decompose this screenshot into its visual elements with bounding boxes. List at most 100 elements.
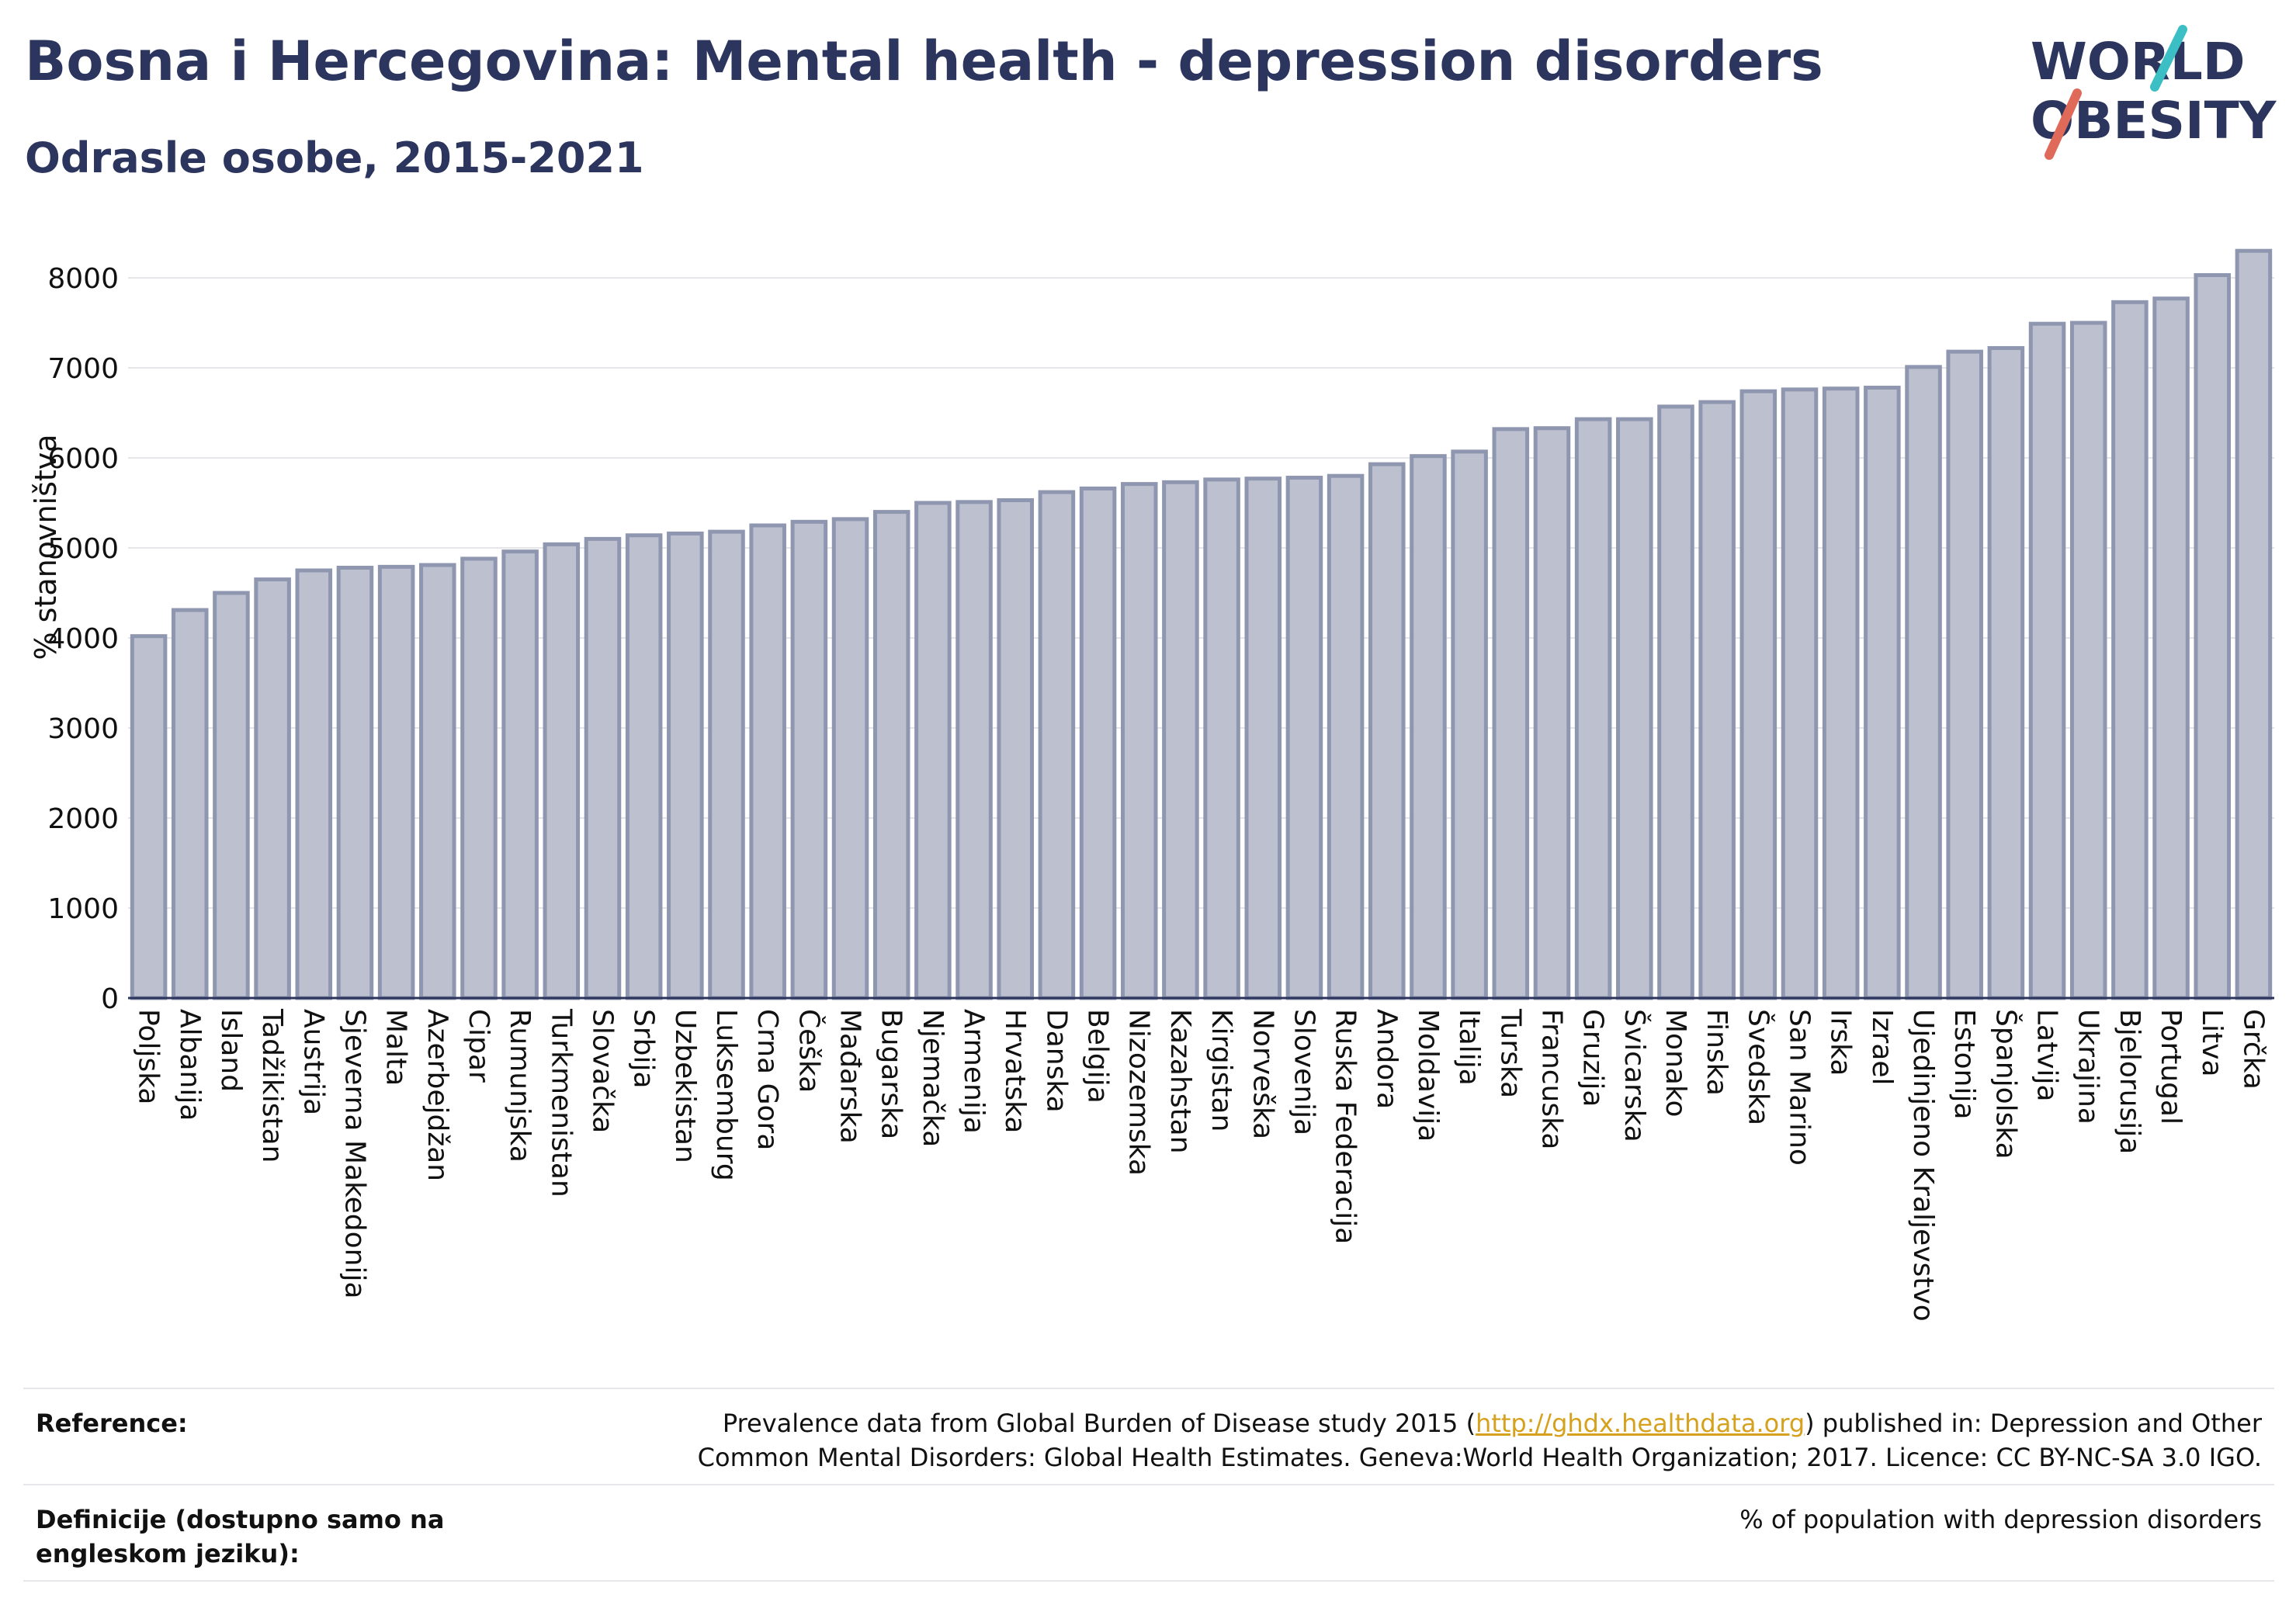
bars xyxy=(130,248,2273,1000)
x-tick-label: Latvija xyxy=(2031,1009,2063,1102)
bar xyxy=(956,500,993,1000)
x-tick-label: Crna Gora xyxy=(751,1009,783,1150)
x-tick-label: Poljska xyxy=(133,1009,165,1105)
bar xyxy=(130,634,168,1000)
x-tick-label: Irska xyxy=(1825,1009,1857,1076)
x-tick-label: Izrael xyxy=(1866,1009,1898,1086)
bar xyxy=(543,542,581,1000)
bar xyxy=(1822,386,1860,1000)
x-tick-label: Španjolska xyxy=(1989,1009,2022,1159)
bar xyxy=(2028,321,2066,1000)
x-tick-label: Estonija xyxy=(1948,1009,1980,1120)
x-tick-label: Bjelorusija xyxy=(2114,1009,2145,1154)
bar xyxy=(1410,454,1447,1000)
x-tick-label: Slovenija xyxy=(1288,1009,1320,1135)
x-tick-label: San Marino xyxy=(1784,1009,1816,1166)
reference-link[interactable]: http://ghdx.healthdata.org xyxy=(1476,1409,1805,1438)
bar xyxy=(1368,462,1406,1000)
x-tick-label: Andora xyxy=(1371,1009,1403,1109)
x-tick-label: Albanija xyxy=(174,1009,206,1121)
y-tick-label: 8000 xyxy=(47,263,119,295)
bar xyxy=(667,531,704,1000)
bar xyxy=(336,566,374,1000)
x-tick-label: Švedska xyxy=(1742,1009,1774,1125)
bar-chart: 0 1000 2000 3000 4000 5000 6000 7000 8000 Poljsk… xyxy=(29,248,2274,1322)
y-tick-label: 3000 xyxy=(47,713,119,745)
x-tick-label: Malta xyxy=(380,1009,412,1086)
x-tick-label: Cipar xyxy=(463,1009,494,1083)
bar xyxy=(2111,300,2149,1000)
bar xyxy=(625,533,663,1000)
y-tick-label: 1000 xyxy=(47,893,119,925)
bar xyxy=(1120,482,1158,1000)
chart-title: Bosna i Hercegovina: Mental health - dep… xyxy=(25,29,1823,93)
bar xyxy=(1079,486,1117,1000)
bar xyxy=(501,549,539,1000)
bar xyxy=(1533,426,1571,1000)
x-tick-label: Francuska xyxy=(1535,1009,1567,1149)
x-tick-label: Tadžikistan xyxy=(256,1008,288,1163)
bar xyxy=(749,523,786,1000)
bar xyxy=(1616,417,1653,1000)
bar xyxy=(2235,248,2273,1000)
definition-row: Definicije (dostupno samo na engleskom j… xyxy=(23,1484,2274,1582)
x-tick-label: Turkmenistan xyxy=(545,1008,577,1197)
y-axis-ticks: 0 1000 2000 3000 4000 5000 6000 7000 8000 xyxy=(47,263,119,1015)
x-tick-label: Rumunjska xyxy=(504,1009,536,1163)
bar xyxy=(2152,296,2190,1000)
x-tick-label: Hrvatska xyxy=(999,1009,1031,1133)
reference-text: Prevalence data from Global Burden of Di… xyxy=(632,1406,2262,1484)
y-tick-label: 2000 xyxy=(47,803,119,835)
y-tick-label: 6000 xyxy=(47,443,119,475)
x-tick-label: Belgija xyxy=(1082,1009,1114,1104)
chart-subtitle: Odrasle osobe, 2015-2021 xyxy=(25,133,644,182)
bar xyxy=(708,529,745,1000)
bar xyxy=(1327,473,1365,1000)
bar xyxy=(1285,476,1323,1000)
bar xyxy=(1162,480,1199,1000)
reference-row: Reference: Prevalence data from Global B… xyxy=(23,1388,2274,1484)
bar xyxy=(1698,400,1736,1000)
bar xyxy=(2194,273,2232,1000)
x-tick-label: Moldavija xyxy=(1412,1009,1444,1142)
bar xyxy=(213,591,250,1000)
y-tick-label: 4000 xyxy=(47,623,119,655)
x-tick-label: Mađarska xyxy=(834,1009,866,1144)
x-tick-label: Armenija xyxy=(958,1009,990,1134)
x-tick-label: Ruska Federacija xyxy=(1330,1009,1361,1244)
bar xyxy=(1739,389,1777,1000)
bar xyxy=(1492,427,1530,1000)
x-tick-label: Gruzija xyxy=(1577,1009,1609,1107)
bar xyxy=(1987,345,2025,1000)
definition-text: % of population with depression disorder… xyxy=(1739,1505,2262,1534)
x-tick-label: Austrija xyxy=(297,1009,329,1115)
bar xyxy=(1781,387,1819,1000)
reference-label: Reference: xyxy=(36,1409,188,1438)
bar xyxy=(584,536,622,1000)
bar xyxy=(1451,449,1488,1000)
x-tick-label: Sjeverna Makedonija xyxy=(338,1009,370,1299)
x-tick-label: Norveška xyxy=(1247,1009,1278,1139)
bar xyxy=(460,556,498,1000)
reference-text-before: Prevalence data from Global Burden of Di… xyxy=(722,1409,1476,1438)
logo-line1: WORLD xyxy=(2031,32,2246,92)
x-tick-label: Turska xyxy=(1494,1008,1526,1098)
x-tick-label: Litva xyxy=(2196,1009,2228,1077)
x-tick-label: Njemačka xyxy=(917,1009,949,1147)
bar xyxy=(171,608,209,1000)
x-tick-label: Danska xyxy=(1040,1009,1072,1113)
bar xyxy=(295,568,333,1000)
x-tick-label: Azerbejdžan xyxy=(421,1009,453,1181)
bar xyxy=(419,563,456,1000)
x-tick-label: Monako xyxy=(1660,1009,1691,1118)
world-obesity-logo: WORLD OBESITY xyxy=(2031,25,2277,160)
bar xyxy=(831,517,869,1000)
x-tick-label: Češka xyxy=(793,1009,825,1093)
y-tick-label: 5000 xyxy=(47,533,119,565)
x-tick-label: Slovačka xyxy=(586,1009,618,1133)
bar xyxy=(1244,477,1282,1000)
y-axis-label: % stanovništva xyxy=(29,434,63,660)
bar xyxy=(1038,490,1076,1000)
x-tick-label: Bugarska xyxy=(876,1009,907,1139)
bar xyxy=(872,510,910,1000)
